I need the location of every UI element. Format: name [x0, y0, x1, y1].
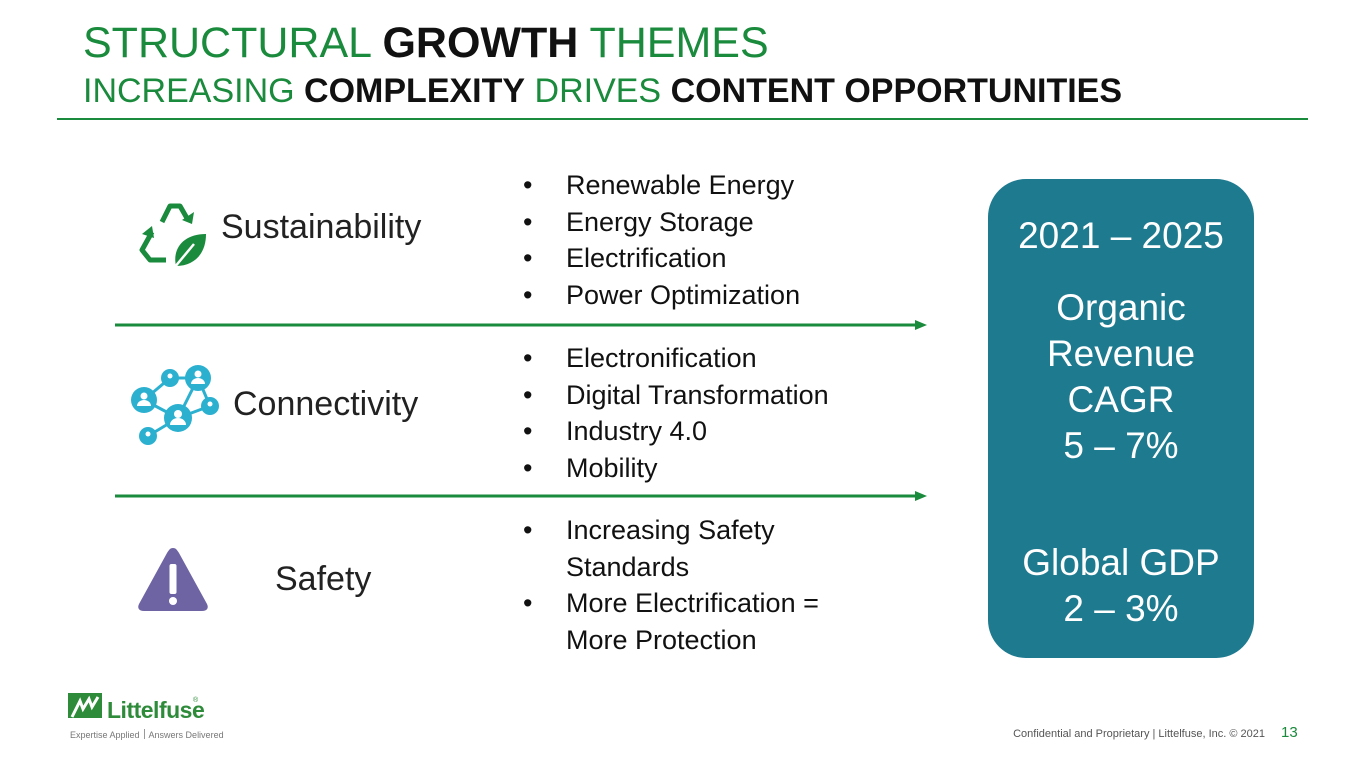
- period-label: 2021 – 2025: [1018, 215, 1224, 256]
- sustainability-bullets: Renewable Energy Energy Storage Electrif…: [520, 167, 800, 313]
- warning-triangle-icon: [138, 548, 208, 611]
- metric-line: CAGR: [1067, 379, 1175, 420]
- list-item: More Electrification = More Protection: [520, 585, 880, 658]
- logo-registered-mark: ®: [193, 697, 199, 704]
- growth-summary-box: 2021 – 2025 Organic Revenue CAGR 5 – 7% …: [988, 179, 1254, 658]
- list-item: Industry 4.0: [520, 413, 829, 450]
- list-item: Renewable Energy: [520, 167, 800, 204]
- theme-label-sustainability: Sustainability: [221, 208, 422, 246]
- confidential-notice: Confidential and Proprietary | Littelfus…: [1013, 728, 1265, 740]
- recycle-leaf-icon: [139, 203, 206, 269]
- slide-title: STRUCTURAL GROWTH THEMES: [83, 19, 769, 67]
- list-item: Increasing Safety Standards: [520, 512, 880, 585]
- connectivity-bullets: Electronification Digital Transformation…: [520, 340, 829, 486]
- metric-line: Revenue: [1046, 333, 1196, 374]
- logo-tagline: Expertise Applied Answers Delivered: [70, 729, 224, 740]
- list-item: Power Optimization: [520, 277, 800, 314]
- list-item: Electronification: [520, 340, 829, 377]
- network-people-icon: [131, 365, 219, 445]
- littelfuse-logo-icon: [68, 693, 102, 723]
- metric-value: 5 – 7%: [1063, 425, 1179, 466]
- organic-revenue-cagr: Organic Revenue CAGR 5 – 7%: [988, 285, 1254, 469]
- slide-subtitle: INCREASING COMPLEXITY DRIVES CONTENT OPP…: [83, 72, 1123, 110]
- global-gdp: Global GDP 2 – 3%: [988, 540, 1254, 632]
- safety-bullets: Increasing Safety Standards More Electri…: [520, 512, 880, 658]
- gdp-label: Global GDP: [1022, 542, 1220, 583]
- list-item: Energy Storage: [520, 204, 800, 241]
- arrow-divider-1: [115, 320, 927, 330]
- theme-label-connectivity: Connectivity: [233, 385, 419, 423]
- logo-wordmark: Littelfuse: [107, 697, 205, 723]
- list-item: Electrification: [520, 240, 800, 277]
- arrow-divider-2: [115, 491, 927, 501]
- list-item: Mobility: [520, 450, 829, 487]
- page-number: 13: [1281, 724, 1298, 741]
- metric-line: Organic: [1056, 287, 1186, 328]
- theme-label-safety: Safety: [275, 560, 372, 598]
- header-divider: [57, 118, 1308, 120]
- list-item: Digital Transformation: [520, 377, 829, 414]
- gdp-value: 2 – 3%: [1063, 588, 1179, 629]
